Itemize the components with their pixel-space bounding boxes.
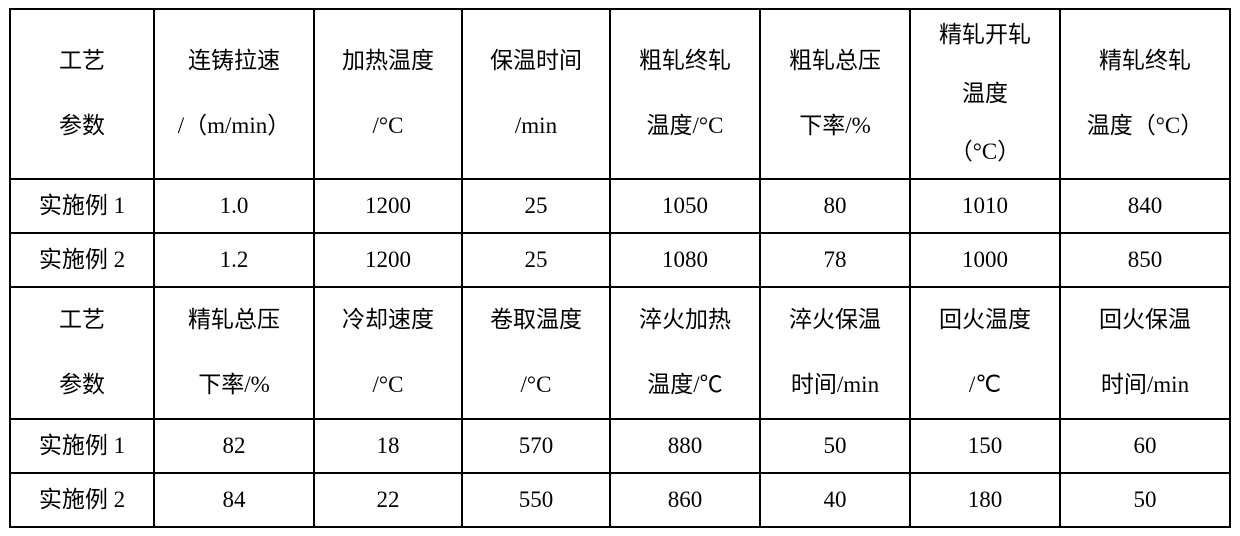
s2-r0-c1: 18 bbox=[314, 419, 462, 473]
s1-h7-l1: 精轧终轧 bbox=[1099, 36, 1191, 87]
s2-r1-c2: 550 bbox=[462, 473, 610, 527]
s2-r1-c4: 40 bbox=[760, 473, 910, 527]
s2-h7-l1: 回火保温 bbox=[1099, 295, 1191, 346]
s1-h3-l1: 保温时间 bbox=[490, 36, 582, 87]
s1-r0-c1: 1200 bbox=[314, 179, 462, 233]
s1-h5-l2: 下率/% bbox=[799, 101, 871, 152]
s1-h7: 精轧终轧 温度（°C） bbox=[1060, 9, 1230, 179]
s2-r1-c1: 22 bbox=[314, 473, 462, 527]
s1-r1-c2: 25 bbox=[462, 233, 610, 287]
s2-h1: 精轧总压 下率/% bbox=[154, 287, 314, 419]
s2-r1-c6: 50 bbox=[1060, 473, 1230, 527]
s2-h1-l1: 精轧总压 bbox=[188, 295, 280, 346]
s2-h6-l2: /℃ bbox=[969, 360, 1001, 411]
s1-h3-l2: /min bbox=[515, 101, 557, 152]
s1-h1-l1: 连铸拉速 bbox=[188, 36, 280, 87]
process-parameters-table-container: 工艺 参数 连铸拉速 /（m/min） 加热温度 /°C 保温时间 /min 粗… bbox=[5, 4, 1235, 532]
s2-h5-l2: 时间/min bbox=[791, 360, 879, 411]
s2-h6-l1: 回火温度 bbox=[939, 295, 1031, 346]
s2-h3: 卷取温度 /°C bbox=[462, 287, 610, 419]
s2-h7: 回火保温 时间/min bbox=[1060, 287, 1230, 419]
s2-r0-c3: 880 bbox=[610, 419, 760, 473]
s1-r1-c0: 1.2 bbox=[154, 233, 314, 287]
s1-h7-l2: 温度（°C） bbox=[1087, 101, 1204, 152]
s1-r1-label: 实施例 2 bbox=[10, 233, 154, 287]
s1-r0-c6: 840 bbox=[1060, 179, 1230, 233]
s1-h0: 工艺 参数 bbox=[10, 9, 154, 179]
s2-r0-c5: 150 bbox=[910, 419, 1060, 473]
s2-h4-l1: 淬火加热 bbox=[639, 295, 731, 346]
s2-h0-l2: 参数 bbox=[59, 360, 105, 411]
s2-h6: 回火温度 /℃ bbox=[910, 287, 1060, 419]
s1-r0-c3: 1050 bbox=[610, 179, 760, 233]
s2-h7-l2: 时间/min bbox=[1101, 360, 1189, 411]
s2-h2-l1: 冷却速度 bbox=[342, 295, 434, 346]
s1-h4-l1: 粗轧终轧 bbox=[639, 36, 731, 87]
s2-r1-label: 实施例 2 bbox=[10, 473, 154, 527]
s2-r0-label: 实施例 1 bbox=[10, 419, 154, 473]
s2-r1-c5: 180 bbox=[910, 473, 1060, 527]
section2-row-1: 实施例 1 82 18 570 880 50 150 60 bbox=[10, 419, 1230, 473]
s1-r1-c4: 78 bbox=[760, 233, 910, 287]
s2-r0-c2: 570 bbox=[462, 419, 610, 473]
section1-row-2: 实施例 2 1.2 1200 25 1080 78 1000 850 bbox=[10, 233, 1230, 287]
s1-h6-l1: 精轧开轧 bbox=[939, 10, 1031, 61]
s2-r0-c4: 50 bbox=[760, 419, 910, 473]
section1-header-row: 工艺 参数 连铸拉速 /（m/min） 加热温度 /°C 保温时间 /min 粗… bbox=[10, 9, 1230, 179]
s2-r1-c3: 860 bbox=[610, 473, 760, 527]
s1-r0-c0: 1.0 bbox=[154, 179, 314, 233]
section2-row-2: 实施例 2 84 22 550 860 40 180 50 bbox=[10, 473, 1230, 527]
s1-h0-l1: 工艺 bbox=[59, 36, 105, 87]
s1-r1-c1: 1200 bbox=[314, 233, 462, 287]
s2-h5: 淬火保温 时间/min bbox=[760, 287, 910, 419]
s1-h1: 连铸拉速 /（m/min） bbox=[154, 9, 314, 179]
s2-h2-l2: /°C bbox=[373, 360, 404, 411]
s2-h3-l2: /°C bbox=[521, 360, 552, 411]
s1-h1-l2: /（m/min） bbox=[178, 101, 290, 152]
s2-h0-l1: 工艺 bbox=[59, 295, 105, 346]
s2-h1-l2: 下率/% bbox=[198, 360, 270, 411]
s2-h5-l1: 淬火保温 bbox=[789, 295, 881, 346]
s2-h4: 淬火加热 温度/℃ bbox=[610, 287, 760, 419]
s1-h0-l2: 参数 bbox=[59, 101, 105, 152]
s2-h0: 工艺 参数 bbox=[10, 287, 154, 419]
section1-row-1: 实施例 1 1.0 1200 25 1050 80 1010 840 bbox=[10, 179, 1230, 233]
process-parameters-table: 工艺 参数 连铸拉速 /（m/min） 加热温度 /°C 保温时间 /min 粗… bbox=[9, 8, 1231, 528]
s1-r0-c4: 80 bbox=[760, 179, 910, 233]
s1-r1-c3: 1080 bbox=[610, 233, 760, 287]
section2-header-row: 工艺 参数 精轧总压 下率/% 冷却速度 /°C 卷取温度 /°C 淬火加热 温… bbox=[10, 287, 1230, 419]
s2-r0-c0: 82 bbox=[154, 419, 314, 473]
s2-r1-c0: 84 bbox=[154, 473, 314, 527]
s1-h3: 保温时间 /min bbox=[462, 9, 610, 179]
s1-h6-l3: （°C） bbox=[950, 127, 1021, 178]
s1-h5-l1: 粗轧总压 bbox=[789, 36, 881, 87]
s1-h2: 加热温度 /°C bbox=[314, 9, 462, 179]
s1-h2-l2: /°C bbox=[373, 101, 404, 152]
s1-h4: 粗轧终轧 温度/°C bbox=[610, 9, 760, 179]
s1-h6: 精轧开轧 温度 （°C） bbox=[910, 9, 1060, 179]
s1-h2-l1: 加热温度 bbox=[342, 36, 434, 87]
s1-h4-l2: 温度/°C bbox=[647, 101, 724, 152]
s1-h6-l2: 温度 bbox=[962, 69, 1008, 120]
s2-h2: 冷却速度 /°C bbox=[314, 287, 462, 419]
s1-h5: 粗轧总压 下率/% bbox=[760, 9, 910, 179]
s2-r0-c6: 60 bbox=[1060, 419, 1230, 473]
s1-r0-c2: 25 bbox=[462, 179, 610, 233]
s1-r0-label: 实施例 1 bbox=[10, 179, 154, 233]
s1-r0-c5: 1010 bbox=[910, 179, 1060, 233]
s1-r1-c6: 850 bbox=[1060, 233, 1230, 287]
s2-h4-l2: 温度/℃ bbox=[647, 360, 722, 411]
s1-r1-c5: 1000 bbox=[910, 233, 1060, 287]
s2-h3-l1: 卷取温度 bbox=[490, 295, 582, 346]
